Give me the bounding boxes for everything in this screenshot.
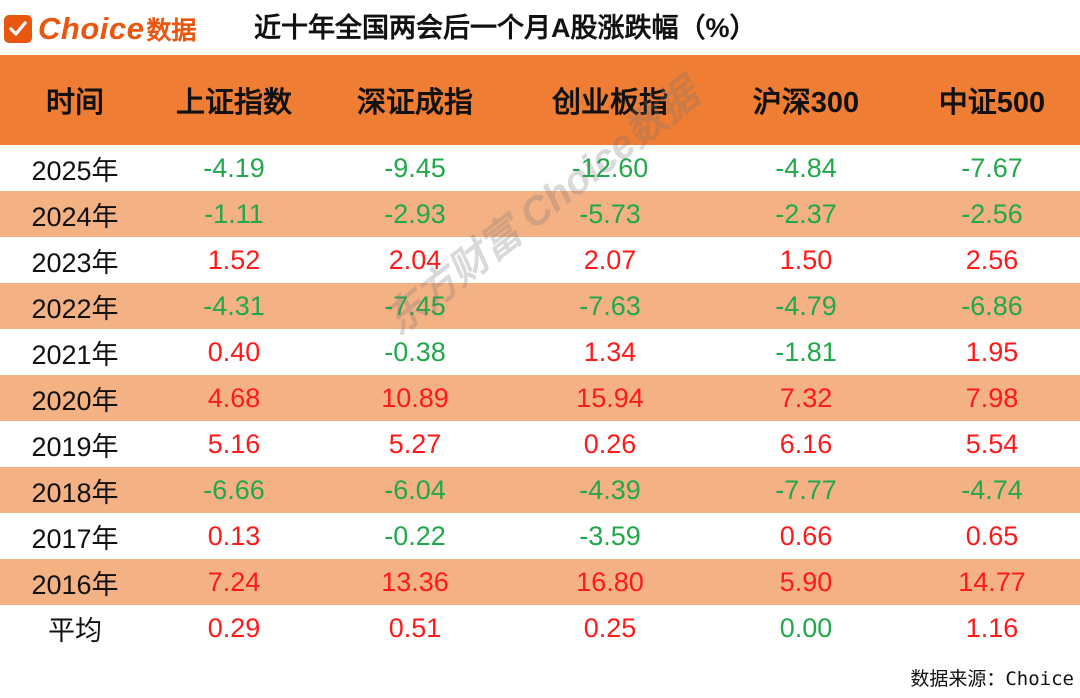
table-cell: -4.31 bbox=[150, 283, 318, 329]
column-header: 中证500 bbox=[904, 55, 1080, 145]
table-row: 2022年 -4.31 -7.45 -7.63 -4.79 -6.86 bbox=[0, 283, 1080, 329]
table-cell: -1.11 bbox=[150, 191, 318, 237]
table-cell: -4.84 bbox=[775, 152, 837, 183]
table-cell: 5.27 bbox=[388, 428, 442, 459]
table-cell: -3.59 bbox=[579, 520, 641, 551]
table-cell: 1.16 bbox=[965, 612, 1019, 643]
table-cell: 1.52 bbox=[207, 244, 261, 275]
table-row: 2019年 5.16 5.27 0.26 6.16 5.54 bbox=[0, 421, 1080, 467]
row-label: 2017年 bbox=[31, 523, 119, 554]
row-label: 2022年 bbox=[0, 283, 150, 329]
table-cell: 0.40 bbox=[207, 336, 261, 367]
table-cell: 0.51 bbox=[388, 612, 442, 643]
table-cell: 10.89 bbox=[318, 375, 512, 421]
table-cell: -6.86 bbox=[904, 283, 1080, 329]
table-cell: 1.34 bbox=[583, 336, 637, 367]
row-label: 2016年 bbox=[0, 559, 150, 605]
header: Choice 数据 近十年全国两会后一个月A股涨跌幅（%） bbox=[0, 0, 1080, 55]
table-row: 2020年 4.68 10.89 15.94 7.32 7.98 bbox=[0, 375, 1080, 421]
choice-logo: Choice 数据 bbox=[4, 11, 197, 46]
table-cell: 0.00 bbox=[779, 612, 833, 643]
row-label: 2025年 bbox=[31, 155, 119, 186]
table-cell: -7.77 bbox=[708, 467, 904, 513]
row-label: 2023年 bbox=[31, 247, 119, 278]
table-row: 2017年 0.13 -0.22 -3.59 0.66 0.65 bbox=[0, 513, 1080, 559]
row-label: 2024年 bbox=[0, 191, 150, 237]
table-cell: 0.25 bbox=[583, 612, 637, 643]
table-row: 平均 0.29 0.51 0.25 0.00 1.16 bbox=[0, 605, 1080, 651]
table-cell: -4.79 bbox=[708, 283, 904, 329]
column-header: 创业板指 bbox=[512, 55, 708, 145]
table-cell: 4.68 bbox=[150, 375, 318, 421]
table-cell: 1.95 bbox=[965, 336, 1019, 367]
table-cell: -2.56 bbox=[904, 191, 1080, 237]
table-cell: -4.19 bbox=[203, 152, 265, 183]
table-cell: 6.16 bbox=[779, 428, 833, 459]
table-cell: 5.90 bbox=[708, 559, 904, 605]
table-row: 2025年 -4.19 -9.45 -12.60 -4.84 -7.67 bbox=[0, 145, 1080, 191]
table-cell: 2.07 bbox=[583, 244, 637, 275]
table-cell: -1.81 bbox=[775, 336, 837, 367]
table-cell: 7.24 bbox=[150, 559, 318, 605]
table-body: 2025年 -4.19 -9.45 -12.60 -4.84 -7.67 2024年 -1.1… bbox=[0, 145, 1080, 651]
table-cell: 16.80 bbox=[512, 559, 708, 605]
table-cell: -7.45 bbox=[318, 283, 512, 329]
table-cell: 5.54 bbox=[965, 428, 1019, 459]
table-cell: 0.13 bbox=[207, 520, 261, 551]
table-cell: -2.37 bbox=[708, 191, 904, 237]
column-header: 上证指数 bbox=[150, 55, 318, 145]
table-cell: 5.16 bbox=[207, 428, 261, 459]
table-row: 2023年 1.52 2.04 2.07 1.50 2.56 bbox=[0, 237, 1080, 283]
table-cell: -9.45 bbox=[384, 152, 446, 183]
table-cell: -4.39 bbox=[512, 467, 708, 513]
table-cell: 0.65 bbox=[965, 520, 1019, 551]
table-row: 2016年 7.24 13.36 16.80 5.90 14.77 bbox=[0, 559, 1080, 605]
check-icon bbox=[4, 15, 32, 43]
table-cell: -6.04 bbox=[318, 467, 512, 513]
table-header-row: 时间 上证指数 深证成指 创业板指 沪深300 中证500 bbox=[0, 55, 1080, 145]
table-cell: -12.60 bbox=[571, 152, 649, 183]
row-label: 2019年 bbox=[31, 431, 119, 462]
table-cell: -0.38 bbox=[384, 336, 446, 367]
table-cell: 13.36 bbox=[318, 559, 512, 605]
table-cell: 0.66 bbox=[779, 520, 833, 551]
row-label: 2020年 bbox=[0, 375, 150, 421]
table-cell: -2.93 bbox=[318, 191, 512, 237]
logo-suffix: 数据 bbox=[146, 17, 197, 45]
table-cell: 14.77 bbox=[904, 559, 1080, 605]
row-label: 2018年 bbox=[0, 467, 150, 513]
table-cell: -7.63 bbox=[512, 283, 708, 329]
table-cell: 2.04 bbox=[388, 244, 442, 275]
table-cell: 1.50 bbox=[779, 244, 833, 275]
chart-title: 近十年全国两会后一个月A股涨跌幅（%） bbox=[254, 13, 757, 43]
column-header: 沪深300 bbox=[708, 55, 904, 145]
row-label: 平均 bbox=[48, 615, 102, 646]
table-cell: 7.32 bbox=[708, 375, 904, 421]
data-table: 时间 上证指数 深证成指 创业板指 沪深300 中证500 2025年 -4.19 -9.45… bbox=[0, 55, 1080, 651]
table-cell: 2.56 bbox=[965, 244, 1019, 275]
table-cell: -4.74 bbox=[904, 467, 1080, 513]
source-note: 数据来源：Choice bbox=[910, 668, 1074, 690]
column-header: 深证成指 bbox=[318, 55, 512, 145]
table-cell: 0.29 bbox=[207, 612, 261, 643]
table-cell: -6.66 bbox=[150, 467, 318, 513]
row-label: 2021年 bbox=[31, 339, 119, 370]
table-row: 2018年 -6.66 -6.04 -4.39 -7.77 -4.74 bbox=[0, 467, 1080, 513]
table-cell: 7.98 bbox=[904, 375, 1080, 421]
column-header: 时间 bbox=[0, 55, 150, 145]
logo-brand: Choice bbox=[38, 11, 145, 46]
table-row: 2021年 0.40 -0.38 1.34 -1.81 1.95 bbox=[0, 329, 1080, 375]
table-cell: 0.26 bbox=[583, 428, 637, 459]
table-cell: -7.67 bbox=[961, 152, 1023, 183]
table-cell: 15.94 bbox=[512, 375, 708, 421]
table-cell: -0.22 bbox=[384, 520, 446, 551]
table-cell: -5.73 bbox=[512, 191, 708, 237]
table-row: 2024年 -1.11 -2.93 -5.73 -2.37 -2.56 bbox=[0, 191, 1080, 237]
